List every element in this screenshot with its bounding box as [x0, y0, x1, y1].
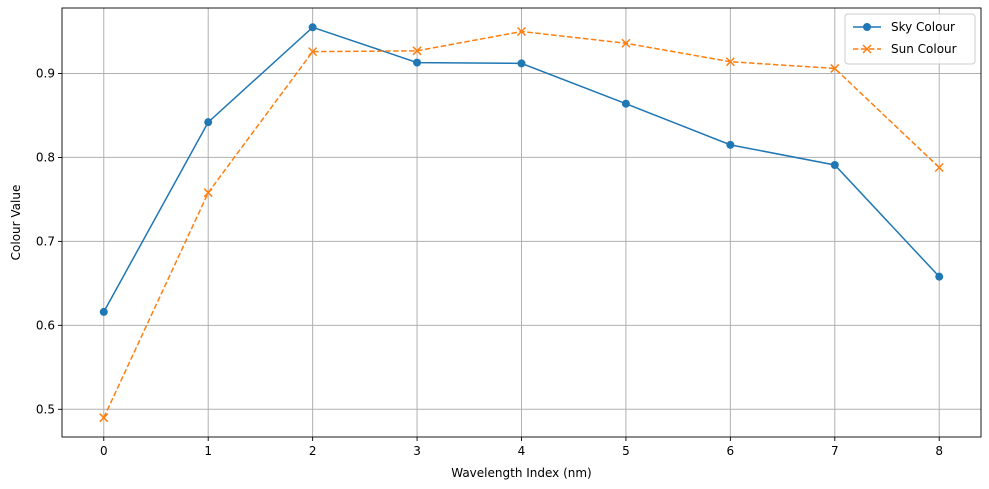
x-tick-label: 7 [831, 444, 839, 458]
data-point-sky-colour [518, 59, 526, 67]
data-point-sky-colour [413, 59, 421, 67]
y-tick-label: 0.8 [36, 150, 55, 164]
y-tick-label: 0.7 [36, 234, 55, 248]
x-tick-label: 1 [204, 444, 212, 458]
y-tick-label: 0.6 [36, 318, 55, 332]
x-tick-label: 0 [100, 444, 108, 458]
x-axis-label: Wavelength Index (nm) [451, 466, 592, 480]
y-tick-label: 0.5 [36, 402, 55, 416]
x-tick-label: 5 [622, 444, 630, 458]
data-point-sky-colour [831, 161, 839, 169]
x-tick-label: 3 [413, 444, 421, 458]
data-point-sky-colour [935, 273, 943, 281]
legend: Sky Colour Sun Colour [845, 14, 975, 64]
data-point-sky-colour [309, 23, 317, 31]
x-tick-label: 8 [935, 444, 943, 458]
y-axis-label: Colour Value [9, 185, 23, 261]
data-point-sky-colour [204, 118, 212, 126]
x-tick-label: 6 [727, 444, 735, 458]
y-tick-label: 0.9 [36, 66, 55, 80]
legend-label-sun-colour: Sun Colour [891, 42, 957, 56]
legend-marker-sky-colour [863, 23, 871, 31]
x-tick-label: 2 [309, 444, 317, 458]
data-point-sky-colour [100, 308, 108, 316]
x-tick-label: 4 [518, 444, 526, 458]
data-point-sky-colour [726, 141, 734, 149]
legend-label-sky-colour: Sky Colour [891, 20, 955, 34]
data-point-sky-colour [622, 100, 630, 108]
